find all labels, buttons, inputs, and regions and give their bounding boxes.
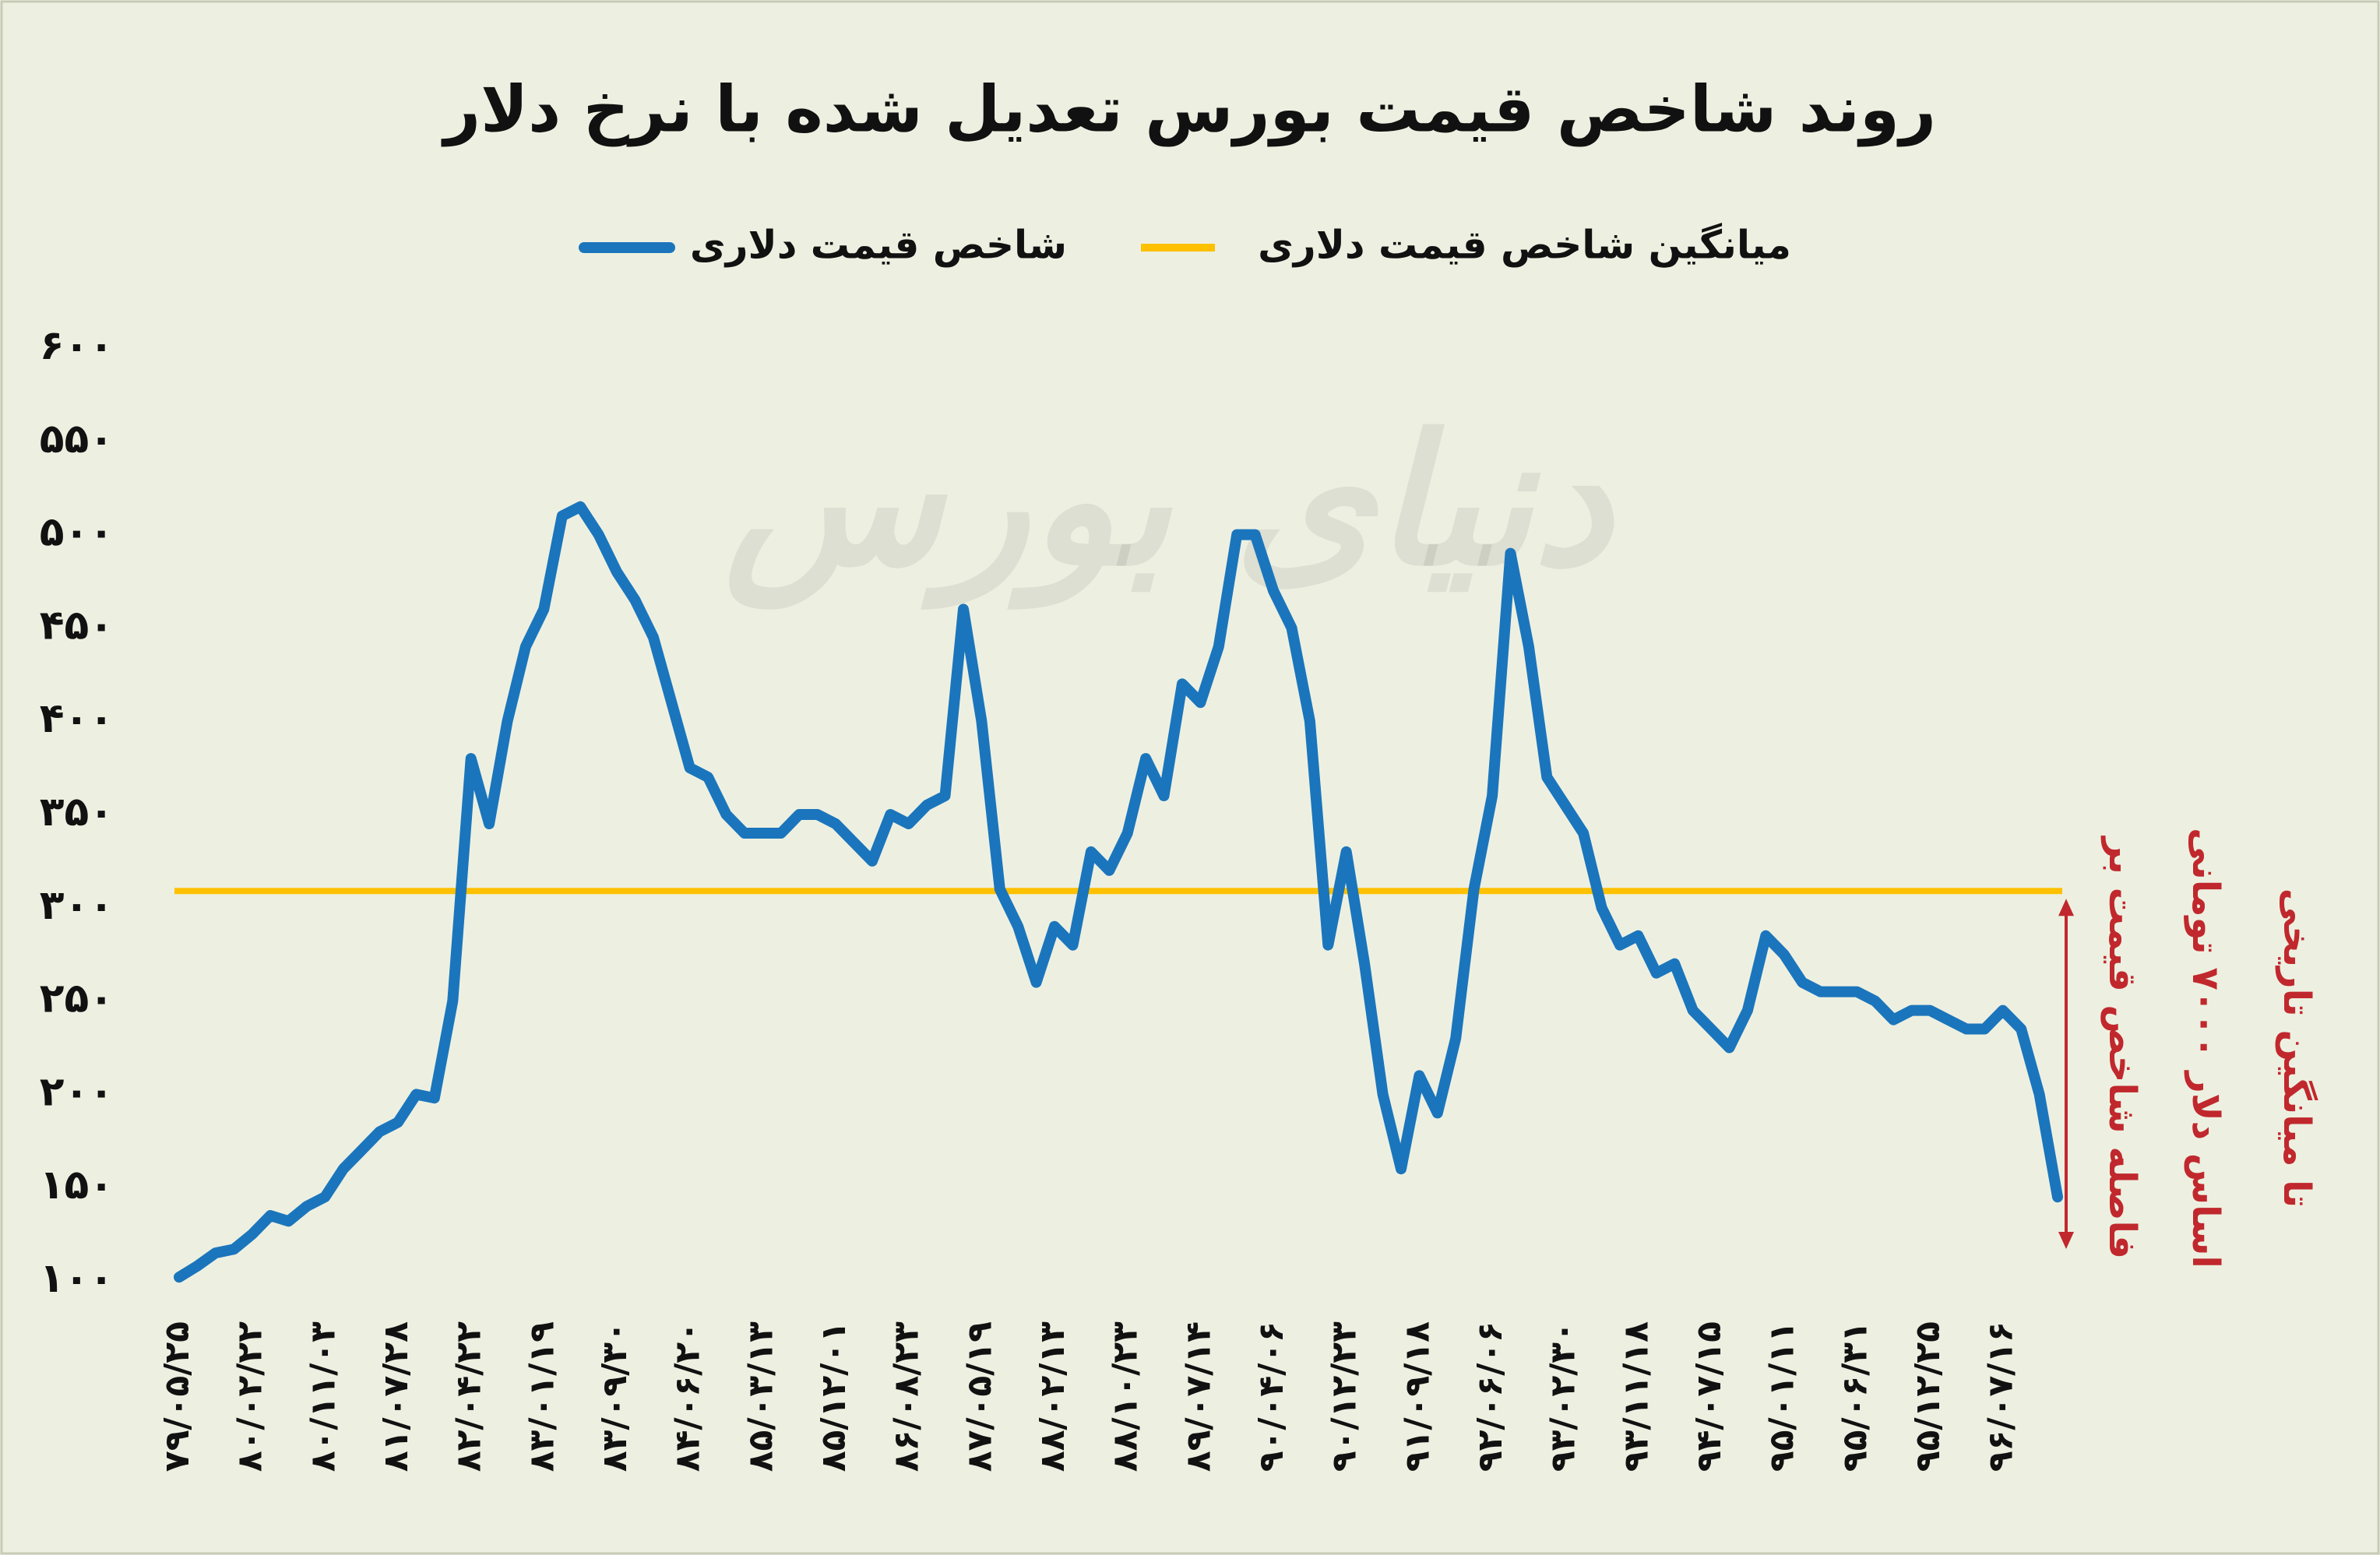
x-tick-label: ۸۹/۰۷/۱۴: [1178, 1321, 1218, 1472]
line: [174, 501, 2063, 1283]
y-tick-label: ۳۰۰: [40, 882, 114, 929]
annotation: اساس دلار ۷۰۰۰ تومانی: [2184, 828, 2227, 1268]
x-tick-label: ۸۰/۱۱/۰۳: [303, 1321, 343, 1472]
y-tick-label: ۶۰۰: [40, 322, 114, 369]
watermark: دنیای بورس: [724, 398, 1616, 610]
y-tick-label: ۴۰۰: [40, 695, 114, 742]
x-tick-label: ۹۶/۰۷/۱۶: [1981, 1321, 2021, 1472]
x-tick-label: ۸۵/۰۳/۱۳: [741, 1321, 780, 1472]
arrow-head: [2058, 899, 2074, 916]
x-tick-label: ۹۳/۰۲/۳۰: [1544, 1321, 1583, 1472]
x-tick-label: ۹۵/۱۲/۲۵: [1908, 1321, 1948, 1472]
x-tick-label: ۹۳/۱۱/۱۸: [1616, 1321, 1656, 1472]
x-tick-label: ۸۷/۰۵/۱۹: [959, 1321, 999, 1472]
x-tick-label: ۸۲/۰۴/۲۲: [449, 1321, 489, 1472]
x-tick-label: ۷۹/۰۵/۲۵: [157, 1321, 197, 1472]
x-tick-label: ۹۲/۰۶/۰۶: [1470, 1321, 1510, 1472]
annotation: فاصله شاخص قیمت بر: [2100, 836, 2144, 1259]
y-tick-label: ۲۵۰: [40, 976, 114, 1022]
x-tick-label: ۸۵/۱۲/۰۱: [814, 1321, 854, 1472]
arrow-head: [2058, 1232, 2074, 1249]
x-tick-label: ۹۴/۰۷/۱۵: [1689, 1321, 1729, 1472]
y-tick-label: ۴۵۰: [40, 602, 114, 649]
legend-label: شاخص قیمت دلاری: [690, 223, 1067, 268]
x-tick-label: ۸۶/۰۸/۲۳: [887, 1321, 927, 1472]
x-tick-label: ۸۸/۱۰/۲۳: [1106, 1321, 1146, 1472]
annotation: تا میانگین تاریخی: [2275, 888, 2318, 1208]
x-tick-label: ۸۴/۰۶/۲۰: [668, 1321, 708, 1472]
x-tick-label: ۸۱/۰۷/۲۸: [376, 1321, 416, 1472]
x-tick-label: ۹۵/۰۱/۱۱: [1762, 1321, 1802, 1472]
x-tick-label: ۹۵/۰۶/۳۱: [1835, 1321, 1875, 1472]
x-tick-label: ۹۰/۱۲/۲۳: [1325, 1321, 1364, 1472]
x-tick-label: ۹۰/۰۴/۰۶: [1252, 1321, 1291, 1472]
y-tick-label: ۵۵۰: [40, 416, 114, 463]
y-tick-label: ۳۵۰: [40, 789, 114, 836]
y-tick-label: ۱۰۰: [40, 1255, 114, 1302]
y-tick-label: ۵۰۰: [40, 509, 114, 556]
y-tick-label: ۲۰۰: [40, 1068, 114, 1115]
legend-label: میانگین شاخص قیمت دلاری: [1258, 223, 1791, 269]
x-tick-label: ۸۰/۰۲/۲۲: [231, 1321, 270, 1472]
x-tick-label: ۸۳/۰۱/۱۹: [522, 1321, 562, 1472]
x-tick-label: ۹۱/۰۹/۱۸: [1397, 1321, 1437, 1472]
chart-title: روند شاخص قیمت بورس تعدیل شده با نرخ دلا…: [441, 72, 1936, 147]
x-tick-label: ۸۸/۰۲/۱۳: [1033, 1321, 1072, 1472]
y-tick-label: ۱۵۰: [40, 1162, 114, 1208]
x-tick-label: ۸۳/۰۹/۳۰: [595, 1321, 635, 1472]
